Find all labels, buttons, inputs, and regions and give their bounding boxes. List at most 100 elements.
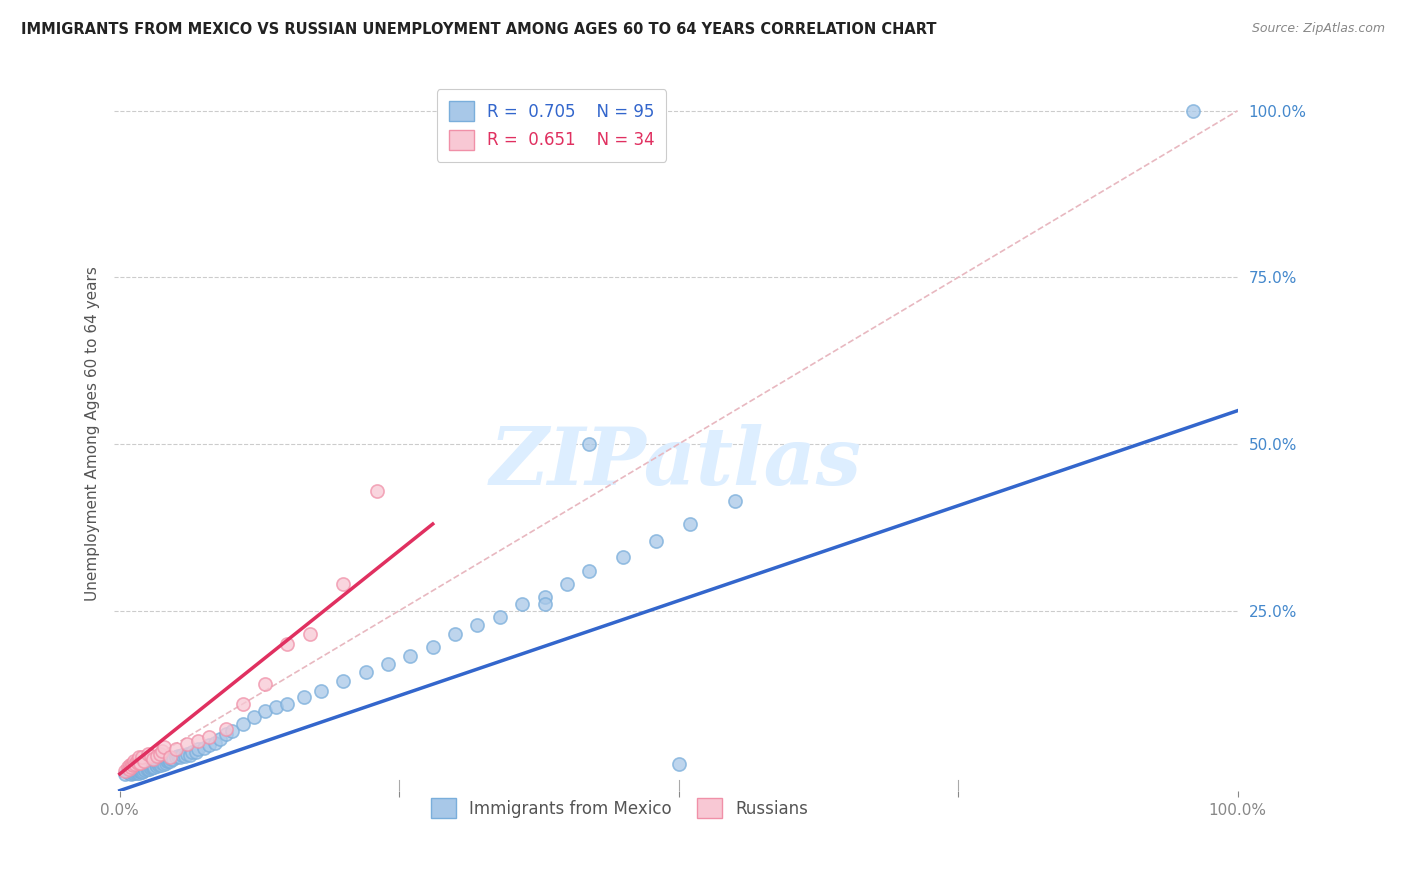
Point <box>510 597 533 611</box>
Point <box>645 533 668 548</box>
Point <box>134 763 156 777</box>
Point <box>723 493 745 508</box>
Point <box>124 756 146 771</box>
Point <box>176 737 198 751</box>
Point <box>138 762 160 776</box>
Point <box>131 750 153 764</box>
Point <box>204 736 226 750</box>
Point <box>167 748 190 763</box>
Point <box>165 750 187 764</box>
Point <box>136 760 159 774</box>
Point <box>118 758 141 772</box>
Point <box>124 764 146 779</box>
Point <box>127 762 149 776</box>
Point <box>156 754 179 768</box>
Point <box>129 762 152 776</box>
Point <box>122 758 145 772</box>
Point <box>193 741 215 756</box>
Point <box>129 764 152 779</box>
Point <box>243 710 266 724</box>
Point <box>232 697 254 711</box>
Point <box>160 751 183 765</box>
Point <box>169 750 191 764</box>
Point <box>533 597 555 611</box>
Text: ZIPatlas: ZIPatlas <box>489 424 862 501</box>
Point <box>221 723 243 738</box>
Point <box>198 739 221 753</box>
Point <box>127 764 149 779</box>
Point <box>134 754 156 768</box>
Point <box>153 756 176 771</box>
Point <box>139 760 162 774</box>
Point <box>488 610 510 624</box>
Point <box>215 723 238 737</box>
Legend: Immigrants from Mexico, Russians: Immigrants from Mexico, Russians <box>425 791 815 825</box>
Point <box>159 750 181 764</box>
Point <box>215 727 238 741</box>
Point <box>254 704 277 718</box>
Point <box>187 733 209 747</box>
Point <box>679 516 702 531</box>
Point <box>155 756 177 770</box>
Point <box>264 700 287 714</box>
Point <box>153 740 176 755</box>
Point <box>444 627 467 641</box>
Point <box>198 731 221 745</box>
Point <box>145 748 167 763</box>
Point <box>209 731 232 746</box>
Point <box>377 657 399 671</box>
Point <box>173 748 195 763</box>
Point <box>354 665 377 679</box>
Point <box>117 764 139 779</box>
Point <box>150 743 173 757</box>
Point <box>292 690 315 705</box>
Point <box>157 753 180 767</box>
Point <box>124 754 146 768</box>
Point <box>578 437 600 451</box>
Point <box>136 747 159 761</box>
Text: Source: ZipAtlas.com: Source: ZipAtlas.com <box>1251 22 1385 36</box>
Point <box>366 483 388 498</box>
Point <box>120 767 142 781</box>
Point <box>121 756 143 771</box>
Point <box>124 762 146 776</box>
Point <box>120 760 142 774</box>
Point <box>184 745 207 759</box>
Point <box>467 618 489 632</box>
Point <box>127 756 149 770</box>
Point <box>254 677 277 691</box>
Point <box>149 747 172 761</box>
Point <box>120 764 142 778</box>
Point <box>142 758 165 772</box>
Point <box>148 758 170 772</box>
Point <box>128 764 150 778</box>
Point <box>114 764 136 778</box>
Point <box>150 756 173 770</box>
Point <box>149 756 172 771</box>
Point <box>276 697 298 711</box>
Point <box>129 756 152 770</box>
Point <box>232 717 254 731</box>
Point <box>117 760 139 774</box>
Point <box>131 762 153 776</box>
Point <box>129 764 152 778</box>
Point <box>135 762 157 776</box>
Point <box>142 751 165 765</box>
Text: IMMIGRANTS FROM MEXICO VS RUSSIAN UNEMPLOYMENT AMONG AGES 60 TO 64 YEARS CORRELA: IMMIGRANTS FROM MEXICO VS RUSSIAN UNEMPL… <box>21 22 936 37</box>
Point <box>399 648 422 663</box>
Point <box>114 767 136 781</box>
Point <box>309 683 332 698</box>
Point <box>139 761 162 775</box>
Point <box>179 747 201 762</box>
Point <box>131 764 153 779</box>
Y-axis label: Unemployment Among Ages 60 to 64 years: Unemployment Among Ages 60 to 64 years <box>86 267 100 601</box>
Point <box>139 748 162 763</box>
Point <box>332 673 354 688</box>
Point <box>128 765 150 780</box>
Point <box>578 564 600 578</box>
Point <box>1181 103 1204 118</box>
Point <box>132 764 155 778</box>
Point <box>122 764 145 779</box>
Point <box>165 742 187 756</box>
Point <box>118 765 141 780</box>
